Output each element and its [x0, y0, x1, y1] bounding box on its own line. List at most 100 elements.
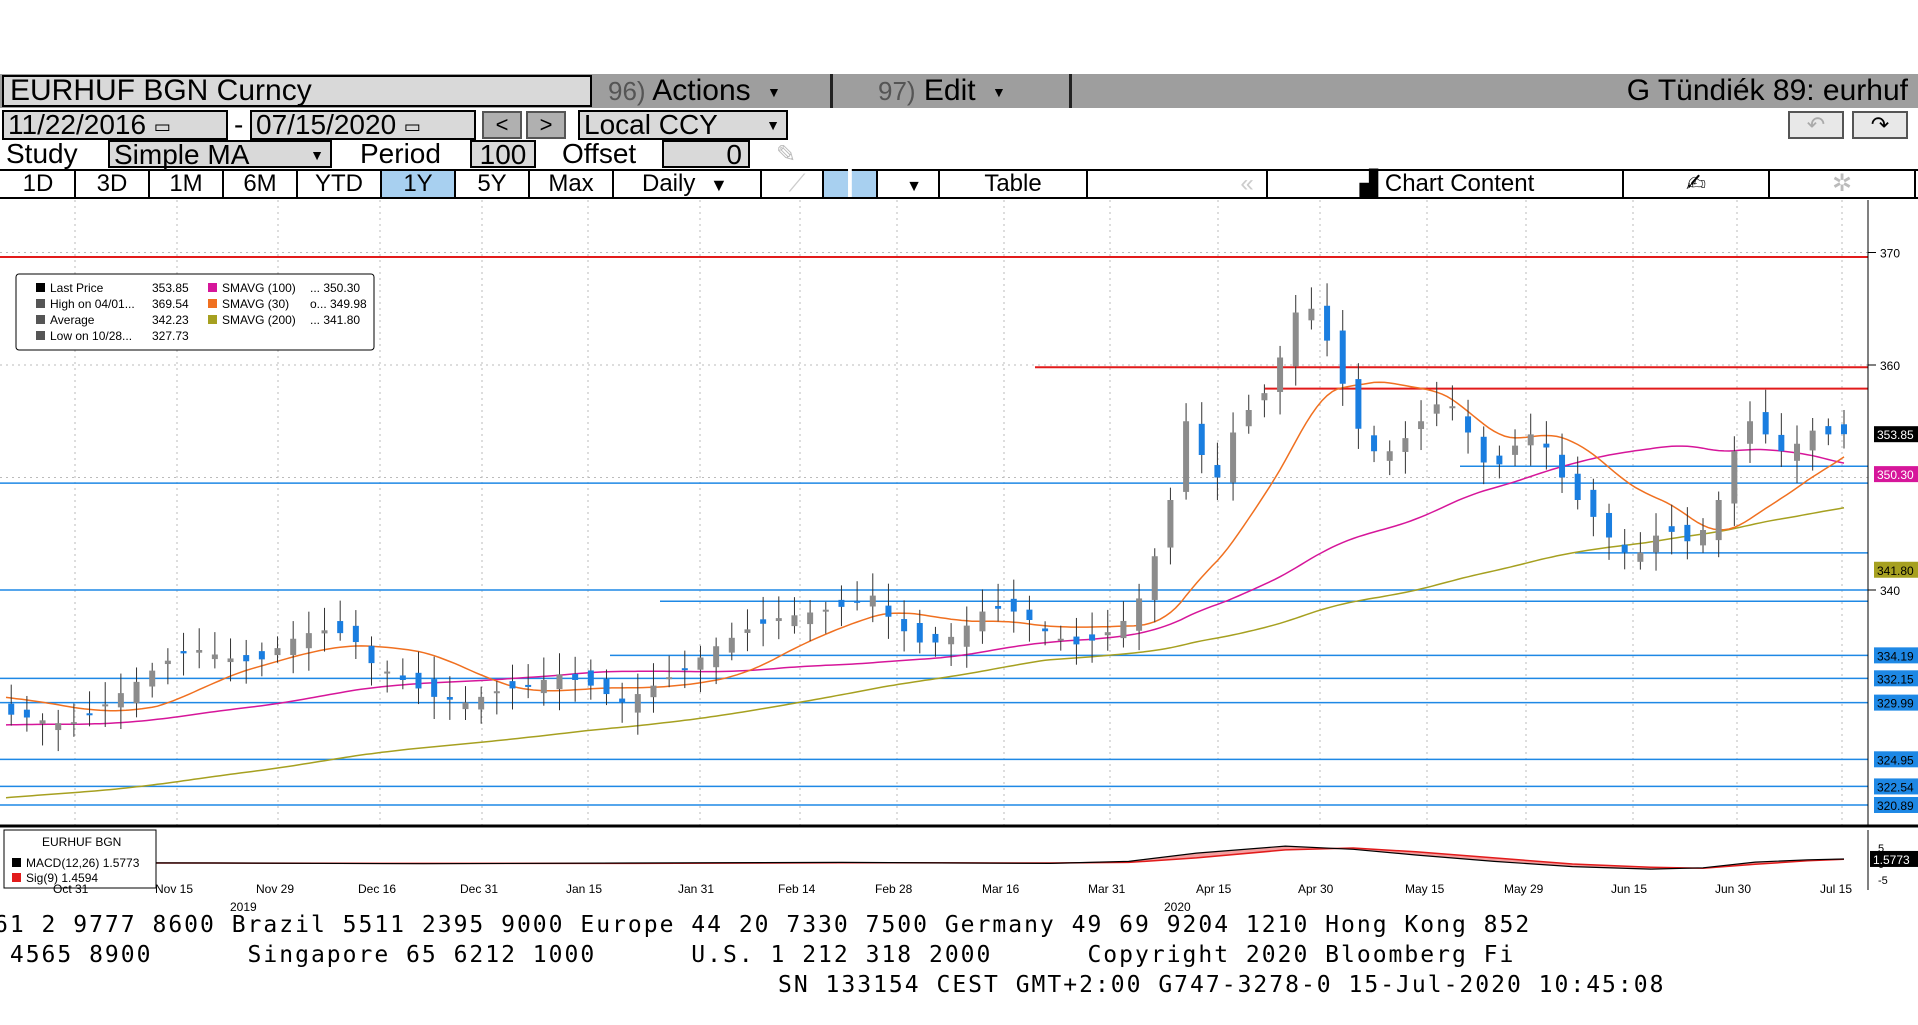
undo-icon[interactable]: ↶: [1788, 111, 1844, 139]
price-chart[interactable]: 340 360 370 353.85 350.30 341.80 334.19 332.15…: [0, 200, 1918, 890]
legend-label: SMAVG (30): [222, 297, 289, 311]
candle-body: [1104, 632, 1111, 636]
x-tick-label: Dec 31: [460, 882, 499, 896]
tab-1y[interactable]: 1Y: [382, 171, 456, 197]
candle-body: [1590, 489, 1597, 517]
actions-menu[interactable]: 96) Actions ▼: [608, 74, 781, 108]
legend-value: ... 350.30: [310, 281, 360, 295]
candle-body: [1653, 535, 1660, 553]
candle-body: [1465, 416, 1472, 433]
level-tag-bg: [1874, 751, 1918, 768]
x-tick-label: Jun 15: [1611, 882, 1648, 896]
chevron-down-icon: ▼: [310, 147, 324, 163]
macd-label: MACD(12,26) 1.5773: [26, 856, 140, 870]
offset-input[interactable]: 0: [662, 140, 750, 169]
ticker-field[interactable]: EURHUF BGN Curncy: [2, 75, 592, 107]
double-chevron-left-icon[interactable]: «: [1228, 171, 1268, 197]
candle-body: [1089, 634, 1096, 641]
year-label-2020: 2020: [1164, 900, 1191, 914]
calendar-icon[interactable]: ▭: [403, 116, 421, 137]
study-select[interactable]: Simple MA ▼: [108, 140, 332, 169]
period-input[interactable]: 100: [470, 140, 536, 169]
candle-body: [337, 621, 344, 634]
candle-body: [8, 703, 15, 715]
tab-1d[interactable]: 1D: [2, 171, 76, 197]
x-tick-label: Jan 15: [566, 882, 603, 896]
candle-body: [1527, 434, 1534, 446]
x-tick-label: Mar 31: [1088, 882, 1126, 896]
candle-body: [1543, 443, 1550, 448]
table-button[interactable]: Table: [940, 171, 1088, 197]
chart-type-dropdown[interactable]: ▼: [890, 171, 940, 197]
tab-ytd[interactable]: YTD: [298, 171, 382, 197]
candle-body: [1386, 451, 1393, 461]
candle-body: [70, 722, 77, 725]
candle-body: [431, 679, 438, 697]
frequency-select[interactable]: Daily ▼: [630, 171, 762, 197]
candle-body: [55, 723, 62, 731]
candle-body: [869, 595, 876, 607]
candle-body: [1778, 434, 1785, 452]
last-price-tag: 353.85: [1877, 428, 1914, 442]
tab-6m[interactable]: 6M: [224, 171, 298, 197]
candle-body: [822, 609, 829, 612]
sma100-tag: 350.30: [1877, 468, 1914, 482]
candle-body: [305, 633, 312, 649]
level-tag-bg: [1874, 694, 1918, 711]
macd-tag: 1.5773: [1873, 853, 1910, 867]
x-tick-label: Nov 29: [256, 882, 295, 896]
candle-body: [1637, 552, 1644, 562]
candle-body: [681, 668, 688, 671]
line-chart-icon[interactable]: ⟋: [772, 171, 824, 197]
footer-line-2: 4565 8900 Singapore 65 6212 1000 U.S. 1 …: [0, 942, 1516, 968]
prev-period-button[interactable]: <: [482, 111, 522, 139]
frequency-value: Daily: [642, 170, 696, 197]
candle-body: [86, 713, 93, 716]
end-date-field[interactable]: 07/15/2020 ▭: [250, 110, 476, 140]
annotate-icon[interactable]: ✍: [1624, 171, 1770, 197]
sma30-line: [5, 381, 1845, 712]
next-period-button[interactable]: >: [526, 111, 566, 139]
start-date-field[interactable]: 11/22/2016 ▭: [2, 110, 228, 140]
macd-tick-label: -5: [1878, 875, 1888, 887]
legend-value: 342.23: [152, 313, 189, 327]
candle-body: [1136, 598, 1143, 631]
candle-body: [1606, 512, 1613, 538]
level-tag-bg: [1874, 670, 1918, 687]
sig-label: Sig(9) 1.4594: [26, 871, 98, 885]
candle-body: [102, 704, 109, 707]
legend-value: 353.85: [152, 281, 189, 295]
edit-menu[interactable]: 97) Edit ▼: [878, 74, 1006, 108]
chevron-down-icon: ▼: [710, 175, 728, 195]
candle-body: [1230, 432, 1237, 483]
candle-body: [1324, 305, 1331, 341]
legend-swatch: [36, 283, 45, 292]
candle-body: [1073, 636, 1080, 645]
legend-label: SMAVG (200): [222, 313, 296, 327]
candle-body: [493, 691, 500, 694]
y-tick-label: 340: [1880, 584, 1900, 598]
gear-icon[interactable]: ✲: [1770, 171, 1916, 197]
candle-body: [1433, 404, 1440, 414]
y-tick-label: 370: [1880, 247, 1900, 261]
chart-content-button[interactable]: ▟ Chart Content: [1272, 171, 1624, 197]
tab-5y[interactable]: 5Y: [456, 171, 530, 197]
currency-select[interactable]: Local CCY ▼: [578, 110, 788, 140]
pencil-icon[interactable]: ✎: [776, 141, 797, 168]
candle-chart-icon[interactable]: ┃: [824, 171, 878, 197]
tab-1m[interactable]: 1M: [150, 171, 224, 197]
legend-swatch: [208, 315, 217, 324]
calendar-icon[interactable]: ▭: [153, 116, 171, 137]
edit-label: Edit: [923, 74, 976, 107]
redo-icon[interactable]: ↷: [1852, 111, 1908, 139]
candle-body: [274, 648, 281, 656]
tab-3d[interactable]: 3D: [76, 171, 150, 197]
actions-label: Actions: [652, 74, 751, 107]
macd-line: [5, 845, 1845, 870]
legend-label: Average: [50, 313, 95, 327]
tab-max[interactable]: Max: [530, 171, 614, 197]
chevron-down-icon: ▼: [766, 117, 780, 133]
actions-number: 96): [608, 76, 646, 106]
sma200-line: [5, 507, 1845, 799]
